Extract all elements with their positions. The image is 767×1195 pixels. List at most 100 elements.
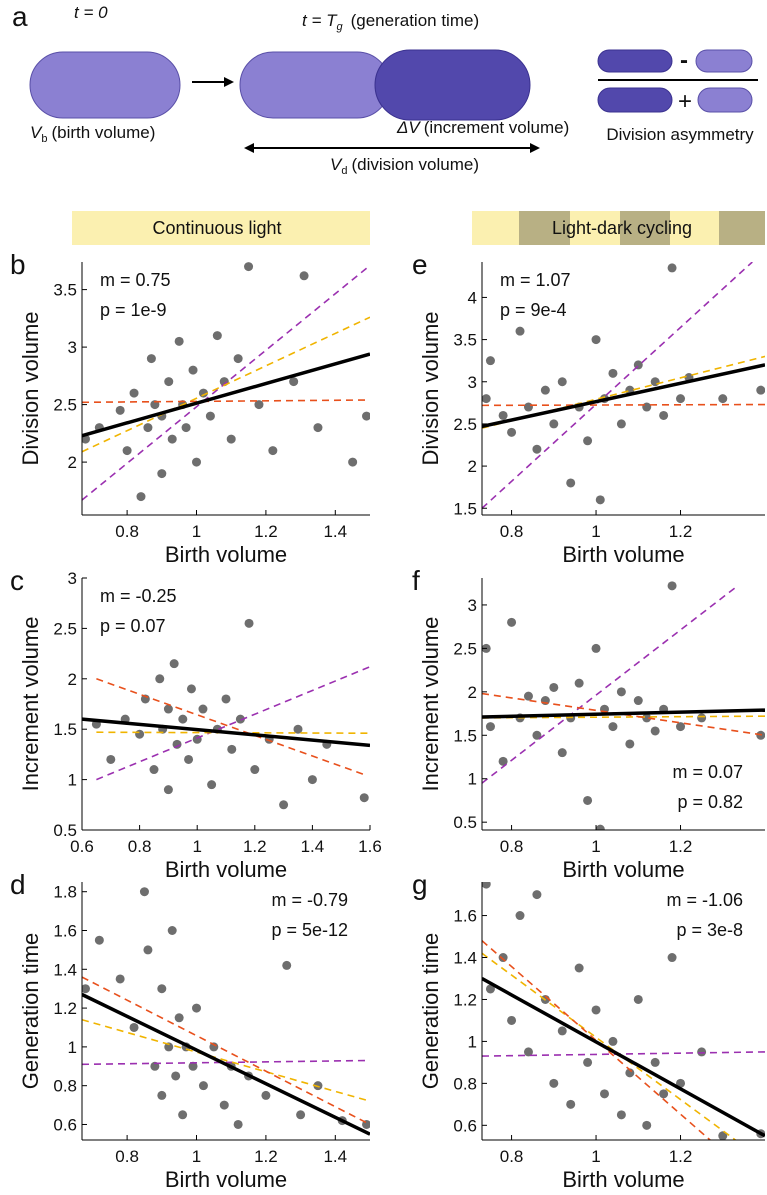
y-tick-label: 2 — [68, 453, 77, 472]
point — [650, 1057, 660, 1067]
point — [498, 756, 508, 766]
point — [188, 1061, 198, 1071]
point — [532, 444, 542, 454]
x-tick-label: 1.2 — [254, 522, 278, 541]
panel-letter: a — [12, 1, 28, 32]
point — [566, 478, 576, 488]
point — [219, 1100, 229, 1110]
y-tick-label: 1 — [68, 771, 77, 790]
y-tick-label: 2.5 — [453, 415, 477, 434]
pill-light — [697, 87, 753, 113]
point — [174, 336, 184, 346]
y-tick-label: 4 — [468, 288, 477, 307]
x-tick-label: 1 — [192, 837, 201, 856]
birth-volume: Vb (birth volume) — [30, 123, 155, 145]
y-axis-label: Division volume — [418, 311, 443, 465]
gen-time-sub: g — [336, 21, 343, 33]
point — [146, 354, 156, 364]
panel-letter: e — [412, 249, 428, 280]
point — [515, 911, 525, 921]
annotation: m = -1.06 — [666, 890, 743, 910]
x-tick-label: 0.8 — [115, 1147, 139, 1166]
annotation: p = 0.82 — [677, 792, 743, 812]
point — [566, 1099, 576, 1109]
point — [178, 714, 188, 724]
x-tick-label: 1.6 — [358, 837, 382, 856]
x-tick-label: 1.2 — [669, 837, 693, 856]
point — [244, 618, 254, 628]
y-axis-label: Generation time — [18, 933, 43, 1090]
y-tick-label: 1.8 — [53, 883, 77, 902]
point — [697, 713, 707, 723]
panel-letter: f — [412, 565, 420, 596]
point — [608, 1036, 618, 1046]
point — [676, 722, 686, 732]
point — [642, 713, 652, 723]
x-tick-label: 1 — [192, 522, 201, 541]
point — [574, 963, 584, 973]
point — [188, 365, 198, 375]
point — [642, 402, 652, 412]
x-tick-label: 0.8 — [115, 522, 139, 541]
condition-label: Light-dark cycling — [552, 218, 692, 238]
dv-sub: d — [341, 165, 347, 177]
x-tick-label: 1 — [192, 1147, 201, 1166]
plot-area — [482, 262, 765, 509]
point — [157, 984, 167, 994]
point — [557, 1026, 567, 1036]
point — [192, 1003, 202, 1013]
annotation: m = 0.75 — [100, 270, 171, 290]
point — [591, 1005, 601, 1015]
light-banner — [72, 211, 370, 245]
fit-line — [82, 352, 370, 438]
point — [143, 423, 153, 433]
x-axis-label: Birth volume — [165, 1167, 287, 1192]
point — [226, 434, 236, 444]
point — [233, 354, 243, 364]
x-tick-label: 1 — [591, 837, 600, 856]
x-axis-label: Birth volume — [562, 542, 684, 567]
pill-dark — [597, 49, 673, 73]
condition-label: Continuous light — [152, 218, 281, 238]
point — [244, 262, 254, 272]
point — [625, 1068, 635, 1078]
point — [163, 785, 173, 795]
y-tick-label: 3 — [68, 569, 77, 588]
point — [198, 704, 208, 714]
x-axis-label: Birth volume — [165, 542, 287, 567]
point — [169, 659, 179, 669]
x-axis-label: Birth volume — [165, 857, 287, 882]
y-tick-label: 2.5 — [53, 619, 77, 638]
point — [595, 824, 605, 830]
point — [507, 427, 517, 437]
point — [756, 385, 765, 395]
fit-line — [82, 992, 370, 1136]
fit-line — [82, 976, 370, 1126]
bv-text: (birth volume) — [51, 123, 155, 142]
annotation: p = 9e-4 — [500, 300, 567, 320]
iv-text: (increment volume) — [424, 118, 570, 137]
x-tick-label: 1.4 — [301, 837, 325, 856]
point — [268, 446, 278, 456]
dv-symbol: V — [330, 155, 343, 174]
minus: - — [680, 47, 688, 74]
point — [186, 684, 196, 694]
fit-line — [482, 940, 711, 1140]
point — [599, 1089, 609, 1099]
x-tick-label: 1.4 — [323, 522, 347, 541]
y-tick-label: 0.5 — [453, 813, 477, 832]
point — [523, 402, 533, 412]
point — [171, 1071, 181, 1081]
point — [532, 730, 542, 740]
point — [205, 411, 215, 421]
y-tick-label: 0.5 — [53, 821, 77, 840]
annotation: m = -0.25 — [100, 586, 177, 606]
pill-dark — [597, 87, 673, 113]
point — [289, 377, 299, 387]
point — [163, 704, 173, 714]
mother-part — [239, 51, 391, 119]
fit-line — [482, 952, 736, 1140]
bv-symbol: V — [30, 123, 43, 142]
y-tick-label: 1 — [468, 1032, 477, 1051]
